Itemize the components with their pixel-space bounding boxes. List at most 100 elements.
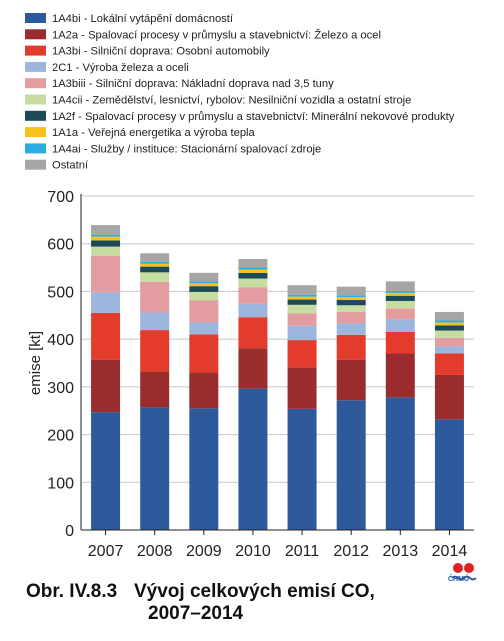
legend-label: Ostatní [52, 160, 89, 172]
legend-label: 1A2f - Spalovací procesy v průmyslu a st… [52, 111, 455, 123]
bar-segment [140, 266, 170, 273]
bar-segment [140, 330, 170, 372]
bar-segment [336, 400, 366, 530]
legend-label: 1A3bi - Silniční doprava: Osobní automob… [52, 46, 270, 58]
bar-segment [189, 281, 219, 284]
y-axis-label: emise [kt] [27, 331, 44, 395]
legend-label: 2C1 - Výroba železa a oceli [52, 62, 189, 74]
bar-segment [385, 308, 415, 320]
legend-swatch [25, 127, 46, 138]
x-tick-label: 2010 [235, 543, 271, 560]
legend-swatch [25, 45, 46, 56]
bar-segment [91, 412, 121, 530]
y-tick-label: 400 [47, 332, 74, 349]
bar-segment [238, 287, 268, 304]
caption-title-line2: 2007–2014 [148, 603, 244, 624]
bar-segment [385, 353, 415, 398]
bar-segment [287, 299, 317, 305]
bar-segment [140, 407, 170, 530]
bar-segment [140, 263, 170, 267]
legend-swatch [25, 78, 46, 89]
bar-segment [434, 353, 464, 375]
bar-segment [189, 372, 219, 409]
x-tick-label: 2014 [432, 543, 468, 560]
bar-segment [385, 331, 415, 354]
bar-segment [336, 297, 366, 301]
bar-segment [189, 283, 219, 287]
bar-segment [91, 255, 121, 293]
bar-segment [434, 311, 464, 321]
bar-segment [189, 322, 219, 335]
bar-segment [287, 367, 317, 409]
bar-segment [238, 272, 268, 279]
bar-segment [336, 295, 366, 298]
bar-segment [336, 300, 366, 306]
bar-segment [434, 346, 464, 354]
bar-segment [336, 305, 366, 312]
bar-segment [189, 286, 219, 292]
bar-segment [434, 419, 464, 530]
bar-segment [434, 374, 464, 420]
bar-segment [189, 272, 219, 282]
y-tick-label: 100 [47, 475, 74, 492]
bar-segment [238, 278, 268, 288]
bar-segment [238, 348, 268, 389]
legend-swatch [25, 29, 46, 40]
x-tick-label: 2009 [186, 543, 222, 560]
bar-segment [238, 269, 268, 273]
legend-label: 1A2a - Spalovací procesy v průmyslu a st… [52, 28, 381, 41]
bar-segment [91, 236, 121, 241]
bar-segment [189, 300, 219, 323]
bar-segment [189, 291, 219, 301]
bar-segment [140, 253, 170, 262]
bar-segment [287, 325, 317, 341]
bar-segment [385, 290, 415, 293]
legend-label: 1A4bi - Lokální vytápění domácností [52, 13, 234, 25]
bar-segment [238, 317, 268, 349]
bar-segment [287, 408, 317, 530]
figure-caption: Obr. IV.8.3 Vývoj celkových emisí CO, 200… [26, 581, 496, 625]
caption-title-line1: Vývoj celkových emisí CO, [134, 581, 375, 602]
bar-segment [238, 303, 268, 318]
bar-segment [434, 337, 464, 347]
bars [91, 225, 464, 530]
legend-label: 1A1a - Veřejná energetika a výroba tepla [52, 127, 256, 139]
bar-segment [385, 295, 415, 301]
bar-segment [91, 312, 121, 360]
legend-swatch [25, 13, 46, 23]
bar-segment [91, 234, 121, 237]
bar-segment [287, 285, 317, 295]
chart: 1A4bi - Lokální vytápění domácností 1A2a … [25, 13, 474, 560]
bar-segment [238, 258, 268, 268]
bar-segment [287, 340, 317, 368]
bar-segment [434, 322, 464, 326]
bar-segment [91, 240, 121, 247]
legend-swatch [25, 159, 46, 170]
y-tick-label: 700 [47, 189, 74, 206]
bar-segment [140, 371, 170, 408]
bar-segment [385, 281, 415, 291]
bar-segment [385, 319, 415, 332]
bar-segment [385, 397, 415, 530]
bar-segment [336, 286, 366, 296]
bar-segment [91, 246, 121, 256]
bar-segment [238, 267, 268, 270]
bar-segment [140, 261, 170, 264]
bar-segment [91, 359, 121, 413]
x-tick-label: 2012 [333, 543, 369, 560]
bar-segment [434, 325, 464, 331]
bar-segment [336, 323, 366, 335]
y-tick-label: 0 [65, 523, 74, 540]
caption-number: Obr. IV.8.3 [26, 581, 118, 602]
bar-segment [140, 312, 170, 331]
bar-segment [434, 330, 464, 338]
legend-label: 1A3biii - Silniční doprava: Nákladní dop… [52, 78, 334, 90]
x-tick-label: 2011 [285, 543, 320, 560]
y-tick-label: 200 [47, 428, 74, 445]
chmu-logo [451, 563, 477, 581]
y-tick-label: 500 [47, 284, 74, 301]
x-tick-label: 2008 [137, 543, 173, 560]
y-tick-label: 600 [47, 237, 74, 254]
x-tick-label: 2007 [88, 543, 124, 560]
grid [81, 195, 474, 483]
